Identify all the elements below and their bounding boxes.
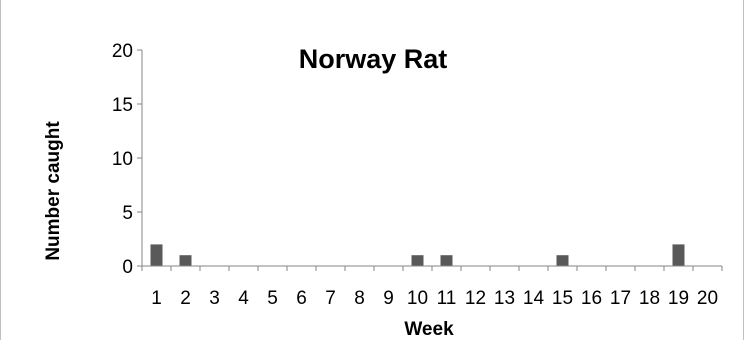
x-tick-label: 1 <box>151 288 162 309</box>
bar-week-19 <box>672 244 685 266</box>
x-tick-label: 15 <box>552 288 573 309</box>
x-tick-label: 6 <box>296 288 307 309</box>
x-tick-label: 10 <box>407 288 428 309</box>
y-tick-label: 20 <box>112 41 133 62</box>
x-tick-label: 17 <box>610 288 631 309</box>
y-tick-label: 0 <box>122 257 133 278</box>
x-tick-label: 12 <box>465 288 486 309</box>
chart-title: Norway Rat <box>299 44 448 74</box>
bar-week-11 <box>440 255 453 266</box>
x-tick-label: 14 <box>523 288 545 309</box>
bars-layer <box>150 244 685 266</box>
x-tick-label: 4 <box>238 288 249 309</box>
x-tick-label: 18 <box>639 288 660 309</box>
y-tick-label: 5 <box>122 203 133 224</box>
x-tick-label: 7 <box>325 288 336 309</box>
bar-week-2 <box>179 255 192 266</box>
bar-week-15 <box>556 255 569 266</box>
y-axis-title: Number caught <box>43 121 64 261</box>
bar-week-1 <box>150 244 163 266</box>
x-tick-label: 20 <box>697 288 718 309</box>
x-tick-label: 19 <box>668 288 689 309</box>
bar-week-10 <box>411 255 424 266</box>
x-tick-label: 9 <box>383 288 394 309</box>
x-tick-label: 2 <box>180 288 191 309</box>
x-tick-label: 11 <box>437 288 457 309</box>
y-tick-label: 15 <box>112 95 133 116</box>
x-tick-label: 5 <box>267 288 278 309</box>
y-tick-label: 10 <box>112 149 133 170</box>
x-tick-label: 16 <box>581 288 602 309</box>
x-axis-title: Week <box>404 319 454 340</box>
x-tick-label: 8 <box>354 288 365 309</box>
x-tick-label: 3 <box>209 288 220 309</box>
x-tick-label: 13 <box>494 288 515 309</box>
